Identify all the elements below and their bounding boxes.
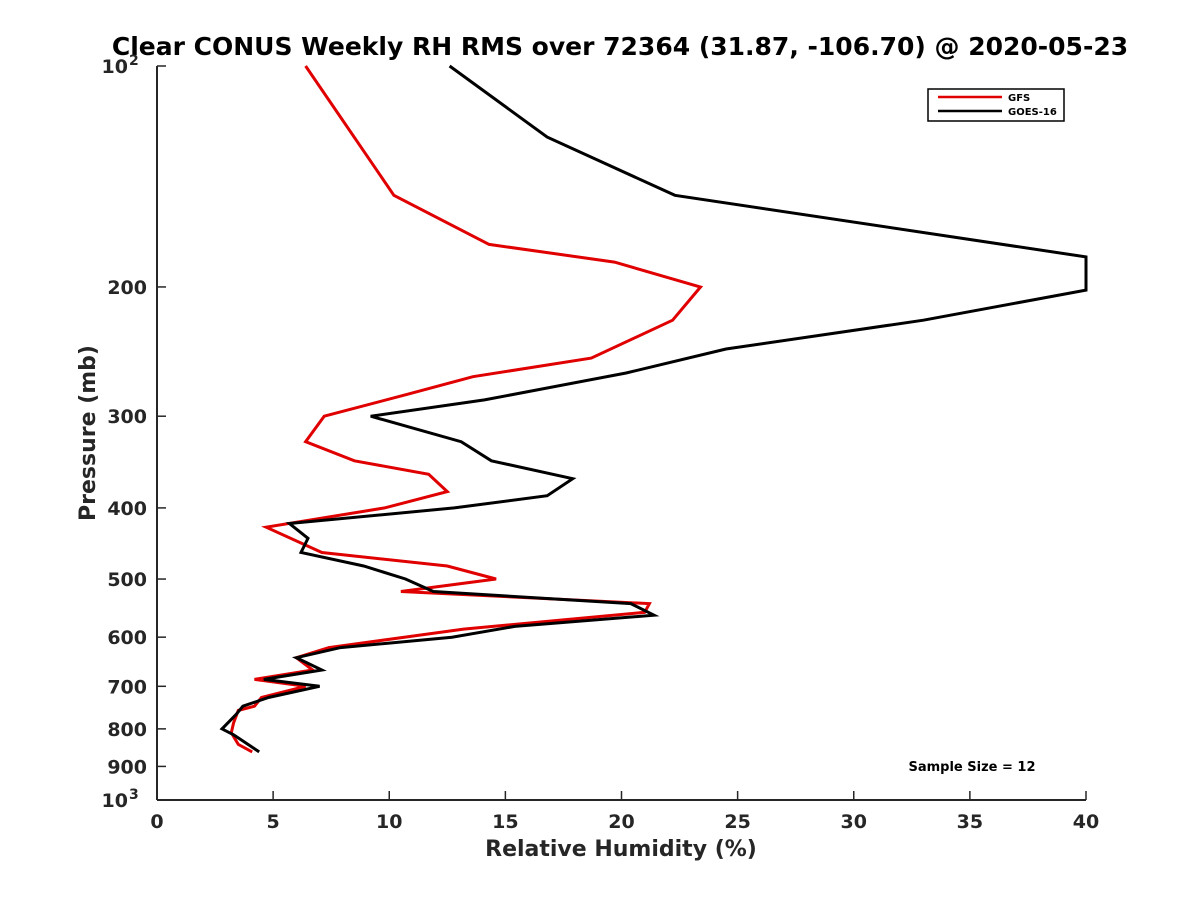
y-tick-label: 800 (107, 719, 147, 741)
legend-label-gfs: GFS (1008, 93, 1030, 104)
x-tick-label: 25 (724, 811, 750, 833)
y-tick-label: 200 (107, 277, 147, 299)
series-layer (219, 64, 1088, 754)
y-tick-label: 300 (107, 406, 147, 428)
legend: GFS GOES-16 (927, 88, 1065, 122)
chart-title: Clear CONUS Weekly RH RMS over 72364 (31… (112, 32, 1128, 61)
y-tick-label: 700 (107, 676, 147, 698)
x-tick-label: 30 (841, 811, 867, 833)
x-tick-label: 20 (608, 811, 634, 833)
series-line-goes16 (219, 64, 1088, 754)
y-tick-label: 500 (107, 569, 147, 591)
x-tick-label: 5 (267, 811, 280, 833)
y-tick-label: 900 (107, 756, 147, 778)
x-tick-label: 10 (376, 811, 402, 833)
y-tick-exponent: 3 (129, 787, 139, 803)
y-tick-label: 400 (107, 498, 147, 520)
y-tick-label: 10 (102, 790, 128, 812)
x-axis-ticks: 0 5 10 15 20 25 30 35 40 (150, 791, 1099, 833)
y-tick-label: 600 (107, 627, 147, 649)
x-tick-label: 40 (1073, 811, 1099, 833)
y-tick-exponent: 2 (129, 53, 139, 69)
x-tick-label: 15 (492, 811, 518, 833)
x-tick-label: 35 (957, 811, 983, 833)
legend-label-goes16: GOES-16 (1008, 107, 1057, 118)
legend-box (927, 88, 1065, 122)
x-axis-label: Relative Humidity (%) (485, 837, 757, 862)
sample-size-annotation: Sample Size = 12 (908, 760, 1035, 775)
x-tick-label: 0 (150, 811, 163, 833)
y-axis-label: Pressure (mb) (76, 345, 101, 521)
y-tick-label: 10 (102, 56, 128, 78)
